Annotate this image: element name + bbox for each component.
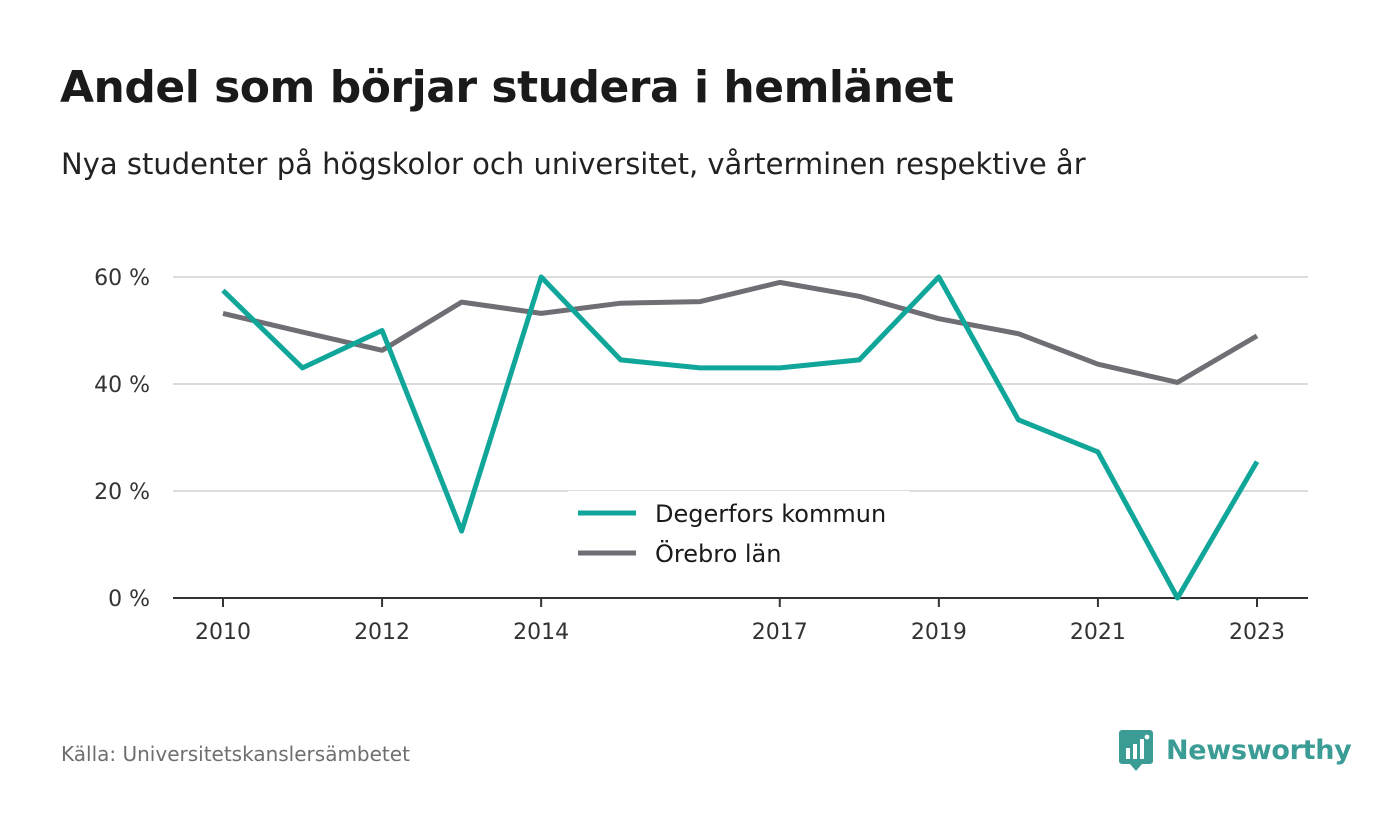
x-tick-label: 2014 xyxy=(513,620,569,645)
x-tick-label: 2023 xyxy=(1229,620,1285,645)
x-tick-label: 2012 xyxy=(354,620,410,645)
x-tick-label: 2017 xyxy=(752,620,808,645)
y-tick-label: 40 % xyxy=(94,373,150,398)
x-tick-label: 2021 xyxy=(1070,620,1126,645)
legend-background xyxy=(568,491,910,577)
series-line-orebro xyxy=(222,279,1259,385)
legend-label: Degerfors kommun xyxy=(655,500,886,528)
chart-title: Andel som börjar studera i hemlänet xyxy=(60,62,954,113)
x-tick-label: 2010 xyxy=(195,620,251,645)
chart-subtitle: Nya studenter på högskolor och universit… xyxy=(61,147,1086,181)
legend-label: Örebro län xyxy=(655,539,781,568)
y-tick-label: 20 % xyxy=(94,480,150,505)
y-tick-label: 0 % xyxy=(108,587,150,612)
legend: Degerfors kommun Örebro län xyxy=(568,491,910,577)
brand-logo[interactable]: Newsworthy xyxy=(1118,728,1352,772)
grid-lines xyxy=(173,276,1308,492)
source-note: Källa: Universitetskanslersämbetet xyxy=(61,742,410,766)
series-line-degerfors xyxy=(221,274,1260,601)
y-tick-label: 60 % xyxy=(94,266,150,291)
x-tick-label: 2019 xyxy=(911,620,967,645)
newsworthy-logo-icon xyxy=(1119,730,1153,771)
brand-name: Newsworthy xyxy=(1166,734,1352,766)
axes: 0 % 20 % 40 % 60 % 2010 2012 2014 2017 2019 2021 2… xyxy=(94,266,1308,645)
series-lines xyxy=(221,274,1260,601)
